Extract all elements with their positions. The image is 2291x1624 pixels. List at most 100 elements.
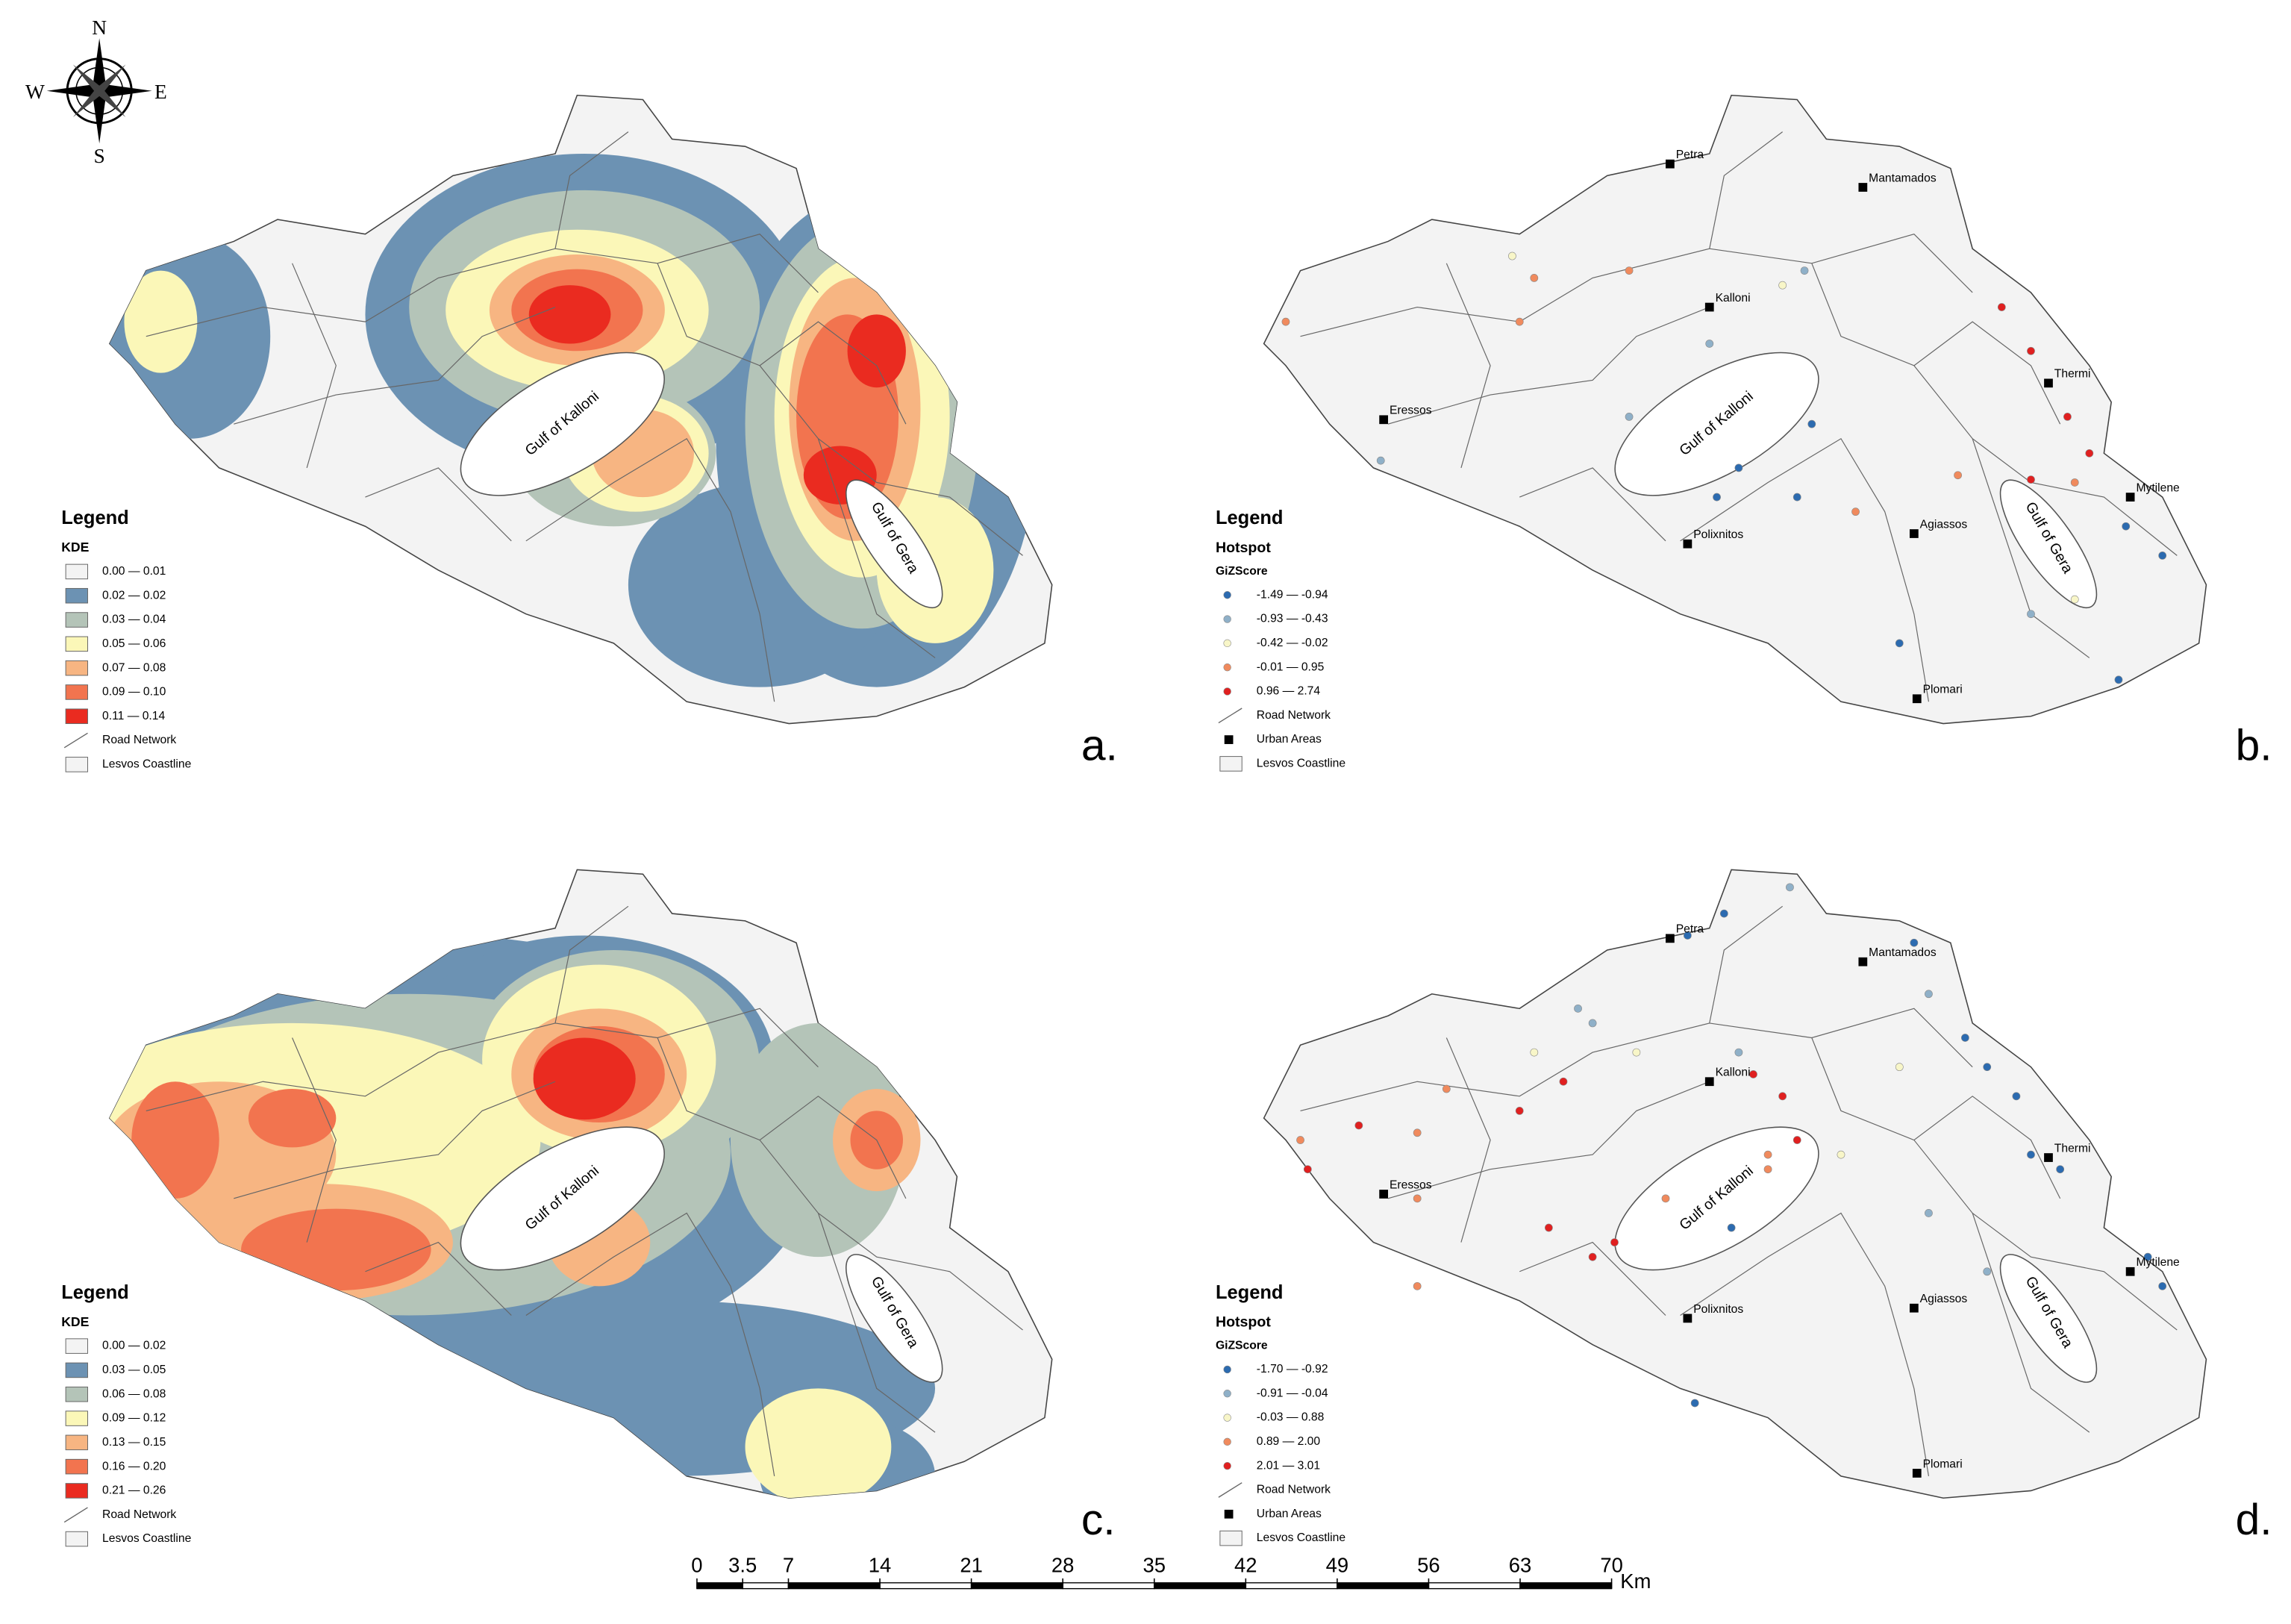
kde-zone [248, 1089, 337, 1148]
hotspot-point [1961, 1034, 1969, 1042]
hotspot-point [1793, 493, 1801, 502]
hotspot-point [1376, 456, 1385, 465]
legend-swatch [65, 587, 88, 604]
panel-label: b. [2236, 721, 2272, 769]
urban-area [1912, 694, 1922, 704]
urban-area [1909, 1303, 1919, 1313]
hotspot-point [1625, 413, 1634, 421]
scale-tick-label: 3.5 [728, 1553, 757, 1576]
hotspot-point [1515, 1107, 1524, 1115]
panel-label: d. [2236, 1496, 2272, 1544]
scale-segment [1062, 1582, 1155, 1590]
legend-swatch [1223, 1461, 1231, 1470]
legend-label: 0.06 — 0.08 [102, 1387, 166, 1400]
hotspot-point [2070, 595, 2079, 604]
legend-swatch [1223, 663, 1231, 672]
town-label: Agiassos [1920, 1293, 1968, 1305]
legend-label: -0.42 — -0.02 [1257, 637, 1328, 649]
legend-field: GiZScore [1216, 565, 1268, 578]
hotspot-point [1442, 1084, 1451, 1093]
compass-n: N [92, 16, 107, 39]
hotspot-point [1997, 303, 2006, 311]
hotspot-point [2027, 475, 2035, 484]
scale-tick-label: 42 [1234, 1553, 1257, 1576]
legend-label: 0.00 — 0.01 [102, 565, 166, 578]
hotspot-point [1588, 1252, 1597, 1261]
hotspot-point [1895, 1063, 1904, 1072]
legend-swatch [65, 1458, 88, 1475]
legend-label: Road Network [102, 734, 176, 746]
scale-segment [742, 1582, 790, 1590]
town-label: Mantamados [1869, 946, 1937, 959]
legend-swatch [65, 1434, 88, 1451]
kde-zone [528, 285, 611, 344]
legend-coast [1219, 1530, 1243, 1546]
legend-label: 0.03 — 0.05 [102, 1364, 166, 1376]
kde-zone [847, 314, 906, 388]
hotspot-point [2070, 478, 2079, 487]
hotspot-point [2158, 552, 2167, 560]
legend-road [63, 732, 88, 749]
legend-label: 0.02 — 0.02 [102, 589, 166, 602]
town-label: Plomari [1923, 684, 1963, 696]
legend-swatch [65, 563, 88, 580]
urban-area [2044, 1153, 2053, 1162]
legend-label: 0.03 — 0.04 [102, 613, 166, 626]
legend-coast [1219, 756, 1243, 772]
legend-label: 0.05 — 0.06 [102, 637, 166, 650]
legend-label: -1.70 — -0.92 [1257, 1363, 1328, 1375]
hotspot-point [1925, 990, 1933, 999]
legend-swatch [1223, 1414, 1231, 1422]
hotspot-point [2056, 1165, 2065, 1174]
hotspot-point [1683, 931, 1692, 940]
legend-label: 0.16 — 0.20 [102, 1460, 166, 1472]
legend-label: Road Network [102, 1508, 176, 1521]
hotspot-point [1983, 1267, 1992, 1276]
compass-w: W [25, 81, 45, 103]
panel-label: a. [1081, 721, 1118, 769]
scale-segment [1154, 1582, 1246, 1590]
legend-urban [1224, 735, 1234, 744]
scale-segment [696, 1582, 743, 1590]
hotspot-point [1588, 1019, 1597, 1028]
hotspot-point [1632, 1048, 1641, 1057]
scale-segment [1519, 1582, 1613, 1590]
legend-label: Lesvos Coastline [1257, 758, 1346, 770]
hotspot-point [1778, 1092, 1787, 1101]
legend-label: 2.01 — 3.01 [1257, 1459, 1320, 1472]
scale-tick-label: 49 [1326, 1553, 1348, 1576]
hotspot-point [1734, 463, 1743, 472]
hotspot-point [1690, 1399, 1699, 1408]
scale-tick-label: 21 [960, 1553, 982, 1576]
town-label: Polixnitos [1693, 1303, 1743, 1316]
legend-swatch [65, 636, 88, 652]
kde-zone [533, 1037, 636, 1120]
urban-area [1909, 529, 1919, 538]
legend-label: 0.13 — 0.15 [102, 1436, 166, 1449]
town-label: Kalloni [1716, 292, 1751, 304]
legend-swatch [65, 1386, 88, 1402]
hotspot-point [1983, 1063, 1992, 1072]
hotspot-point [1705, 340, 1714, 348]
hotspot-point [1661, 1194, 1670, 1203]
legend-swatch [1223, 1365, 1231, 1374]
hotspot-point [2085, 449, 2094, 457]
town-label: Eressos [1390, 405, 1432, 417]
urban-area [1858, 183, 1868, 192]
legend-label: -0.01 — 0.95 [1257, 660, 1325, 673]
hotspot-point [1625, 266, 1634, 275]
scale-tick-label: 63 [1509, 1553, 1531, 1576]
legend-label: 0.09 — 0.10 [102, 686, 166, 699]
hotspot-point [1763, 1165, 1772, 1174]
urban-area [2044, 378, 2053, 388]
scale-segment [1337, 1582, 1430, 1590]
hotspot-point [2012, 1092, 2021, 1101]
hotspot-point [2027, 610, 2035, 619]
scale-tick-label: 7 [783, 1553, 794, 1576]
scale-tick-label: 14 [869, 1553, 891, 1576]
hotspot-point [1910, 938, 1919, 947]
town-label: Petra [1676, 149, 1704, 161]
town-label: Thermi [2054, 368, 2091, 381]
